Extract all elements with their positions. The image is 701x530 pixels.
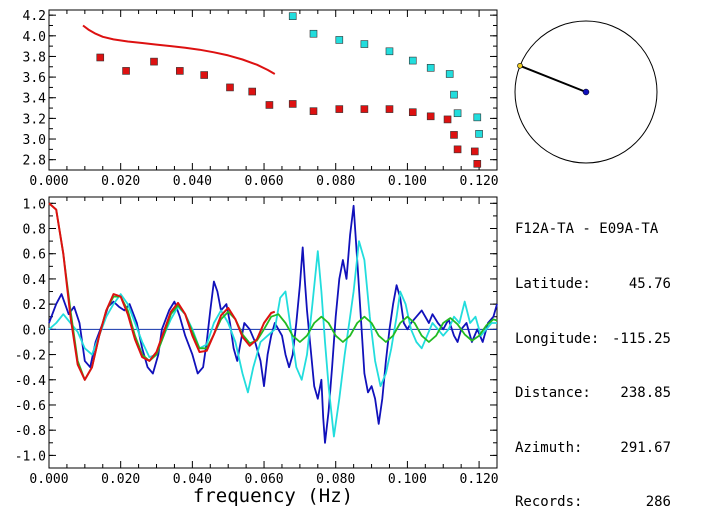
y-tick-label: 1.0 (23, 197, 46, 212)
x-tick-label: 0.100 (388, 472, 427, 487)
y-tick-label: -0.8 (15, 424, 46, 439)
data-point (96, 53, 105, 62)
series-line-0 (48, 204, 498, 444)
info-row-azimuth: Azimuth: 291.67 (515, 439, 671, 457)
data-point (450, 90, 458, 99)
x-tick-label: 0.120 (460, 472, 499, 487)
data-point (288, 100, 297, 108)
data-point (150, 57, 158, 66)
data-point (176, 67, 184, 75)
data-point (309, 29, 318, 38)
station-info-panel: F12A-TA - E09A-TA Latitude: 45.76 Longitu… (515, 184, 671, 530)
x-axis-label: frequency (Hz) (193, 485, 353, 507)
remote-station-marker (517, 62, 523, 69)
data-point (265, 101, 274, 109)
x-tick-label: 0.020 (101, 472, 140, 487)
y-tick-label: -0.6 (15, 399, 46, 414)
series-line-3 (48, 202, 276, 381)
data-point (408, 56, 417, 65)
data-point (360, 105, 369, 113)
data-point (385, 47, 394, 56)
data-point (288, 12, 297, 20)
data-point (426, 112, 435, 121)
x-tick-label: 0.020 (101, 174, 140, 189)
y-tick-label: 3.2 (23, 112, 46, 127)
x-tick-label: 0.000 (29, 472, 68, 487)
x-tick-label: 0.040 (173, 174, 212, 189)
x-tick-label: 0.080 (316, 472, 355, 487)
y-tick-label: 4.0 (23, 30, 46, 45)
data-point (445, 70, 454, 78)
correlation-plot: 0.000 0.020 0.040 0.060 0.080 0.100 0.120 1.0 0.… (15, 196, 499, 487)
x-tick-label: 0.060 (244, 174, 283, 189)
y-tick-label: 2.8 (23, 154, 46, 169)
y-tick-label: 3.4 (23, 92, 47, 107)
x-tick-label: 0.100 (388, 174, 427, 189)
azimuth-inset (514, 20, 658, 164)
data-point (200, 71, 208, 79)
x-tick-label: 0.060 (244, 472, 283, 487)
plot-frame (48, 9, 498, 171)
x-tick-label: 0.120 (460, 174, 499, 189)
data-point (475, 130, 483, 138)
y-tick-label: 0.6 (23, 248, 46, 263)
y-tick-label: 0.8 (23, 223, 46, 238)
info-value: 286 (645, 494, 671, 511)
data-point (309, 107, 318, 115)
y-tick-label: 3.8 (23, 50, 46, 65)
info-label: Longitude: (515, 330, 600, 347)
data-point (408, 108, 417, 116)
data-point (453, 145, 462, 154)
azimuth-circle (514, 20, 658, 164)
info-row-latitude: Latitude: 45.76 (515, 275, 671, 293)
info-label: Distance: (515, 385, 591, 402)
series-line-2 (82, 24, 276, 75)
data-point (360, 40, 369, 48)
data-point (248, 87, 257, 96)
data-point (426, 64, 435, 72)
data-point (473, 113, 482, 122)
plot-frame (48, 196, 498, 469)
y-tick-label: 0.0 (23, 323, 46, 338)
y-tick-label: -1.0 (15, 449, 46, 464)
series-line-2 (48, 202, 498, 381)
info-value: 238.85 (620, 385, 671, 402)
y-tick-label: 3.6 (23, 71, 46, 86)
y-tick-label: 0.4 (23, 273, 47, 288)
data-point (122, 67, 130, 75)
dispersion-plot: 0.000 0.020 0.040 0.060 0.080 0.100 0.120 2.8 3.… (23, 9, 499, 189)
figure: 0.000 0.020 0.040 0.060 0.080 0.100 0.120 2.8 3.… (15, 9, 658, 507)
y-tick-label: 4.2 (23, 9, 46, 24)
azimuth-line (519, 64, 587, 93)
info-row-longitude: Longitude: -115.25 (515, 330, 671, 348)
info-label: Latitude: (515, 276, 591, 292)
info-row-records: Records: 286 (515, 493, 671, 511)
info-label: Azimuth: (515, 439, 583, 456)
data-point (335, 36, 344, 44)
y-tick-label: -0.2 (15, 349, 46, 364)
series-line-1 (48, 240, 497, 438)
data-point (470, 147, 479, 156)
info-value: -115.25 (611, 330, 671, 347)
data-point (473, 160, 482, 168)
info-value: 45.76 (628, 276, 671, 292)
x-tick-label: 0.000 (29, 174, 68, 189)
info-label: Records: (515, 494, 583, 511)
data-point (453, 109, 462, 118)
station-pair-title: F12A-TA - E09A-TA (515, 221, 659, 238)
data-point (443, 115, 452, 124)
data-point (450, 131, 458, 139)
info-row-distance: Distance: 238.85 (515, 384, 671, 402)
info-value: 291.67 (620, 439, 671, 456)
center-station-marker (582, 88, 590, 96)
data-point (385, 105, 394, 113)
y-tick-label: 0.2 (23, 298, 46, 313)
y-tick-label: -0.4 (15, 374, 46, 389)
data-point (335, 105, 344, 113)
y-tick-label: 3.0 (23, 133, 46, 148)
x-tick-label: 0.040 (173, 472, 212, 487)
x-tick-label: 0.080 (316, 174, 355, 189)
data-point (226, 83, 234, 92)
